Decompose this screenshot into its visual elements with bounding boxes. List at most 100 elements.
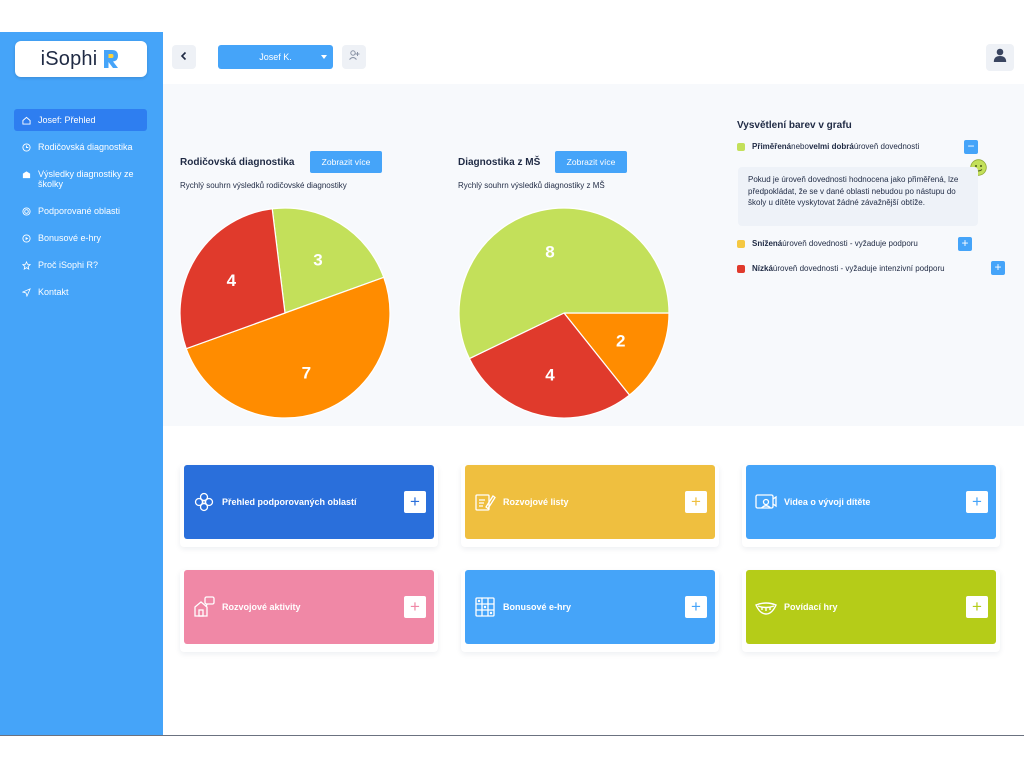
parent-diagnostics-subtitle: Rychlý souhrn výsledků rodičovské diagno… — [180, 181, 347, 190]
logo-text: iSophi — [40, 47, 98, 70]
play-icon — [22, 233, 31, 243]
send-icon — [22, 287, 31, 297]
video-icon — [754, 490, 778, 514]
legend-adequate-mid: nebo — [791, 142, 809, 151]
sidebar-item-label: Proč iSophi R? — [38, 260, 99, 270]
parent-diagnostics-title: Rodičovská diagnostika — [180, 157, 295, 168]
legend-row-reduced: Snížená úroveň dovednosti - vyžaduje pod… — [737, 239, 918, 248]
tile-supported-areas[interactable]: Přehled podporovaných oblastí + — [184, 465, 434, 539]
school-icon — [22, 170, 31, 179]
legend-adequate-label: Přiměřená — [752, 142, 792, 151]
pie-value-label: 2 — [616, 331, 625, 350]
pie-value-label: 4 — [545, 365, 555, 384]
pie-slice-nízká[interactable] — [179, 208, 286, 350]
user-menu-button[interactable] — [986, 44, 1014, 71]
mouth-icon — [754, 595, 778, 619]
plus-icon[interactable]: + — [404, 491, 426, 513]
dashboard-panel: Rodičovská diagnostika Zobrazit více Ryc… — [163, 84, 1024, 426]
window-bottom-edge — [0, 735, 1024, 736]
sidebar-nav: Josef: Přehled Rodičovská diagnostika Vý… — [14, 109, 147, 308]
tile-card-bonus-games: Bonusové e-hry + — [461, 570, 719, 652]
sidebar-item-bonus-games[interactable]: Bonusové e-hry — [14, 227, 147, 249]
sidebar-item-overview[interactable]: Josef: Přehled — [14, 109, 147, 131]
tile-activities[interactable]: Rozvojové aktivity + — [184, 570, 434, 644]
legend-dot-red — [737, 264, 745, 273]
plus-icon[interactable]: + — [966, 491, 988, 513]
tile-card-videos: Videa o vývoji dítěte + — [742, 465, 1000, 547]
tile-speech-games[interactable]: Povídací hry + — [746, 570, 996, 644]
sidebar-item-school-results[interactable]: Výsledky diagnostiky ze školky — [14, 163, 147, 195]
pie-slice-přiměřená[interactable] — [458, 207, 670, 360]
tile-label: Rozvojové aktivity — [222, 602, 301, 612]
sidebar-item-label: Rodičovská diagnostika — [38, 142, 133, 152]
pie-value-label: 8 — [545, 243, 554, 262]
clock-icon — [22, 142, 31, 152]
legend-low-label: Nízká — [752, 264, 773, 273]
legend-title: Vysvětlení barev v grafu — [737, 120, 852, 131]
tile-worksheets[interactable]: Rozvojové listy + — [465, 465, 715, 539]
legend-expand-reduced-button[interactable]: + — [958, 237, 972, 251]
user-icon — [992, 47, 1008, 68]
sidebar-item-label: Bonusové e-hry — [38, 233, 102, 243]
child-select[interactable]: Josef K. — [218, 45, 333, 69]
worksheet-icon — [473, 490, 497, 514]
pie-value-label: 3 — [313, 250, 322, 269]
school-diagnostics-subtitle: Rychlý souhrn výsledků diagnostiky z MŠ — [458, 181, 605, 190]
star-icon — [22, 260, 31, 270]
logo-mark-icon — [101, 48, 121, 70]
pie-svg: 2 4 8 — [458, 207, 670, 419]
back-button[interactable] — [172, 45, 196, 69]
parent-pie-chart: 3 7 4 — [179, 207, 391, 419]
sidebar-item-label: Podporované oblasti — [38, 206, 121, 216]
pie-value-label: 4 — [227, 271, 237, 290]
target-icon — [22, 206, 31, 216]
legend-reduced-label: Snížená — [752, 239, 783, 248]
pie-slice-nízká[interactable] — [468, 312, 631, 419]
tile-card-supported-areas: Přehled podporovaných oblastí + — [180, 465, 438, 547]
school-show-more-button[interactable]: Zobrazit více — [555, 151, 627, 173]
add-child-button[interactable] — [342, 45, 366, 69]
logo[interactable]: iSophi — [15, 41, 147, 77]
legend-low-rest: úroveň dovednosti - vyžaduje intenzivní … — [772, 264, 945, 273]
home-icon — [22, 116, 31, 125]
flower-icon — [192, 490, 216, 514]
tile-card-speech-games: Povídací hry + — [742, 570, 1000, 652]
tile-videos[interactable]: Videa o vývoji dítěte + — [746, 465, 996, 539]
legend-dot-green — [737, 142, 745, 151]
chevron-left-icon — [179, 48, 189, 66]
legend-adequate-bold2: velmi dobrá — [808, 142, 854, 151]
pie-value-label: 7 — [302, 363, 311, 382]
pie-slice-snížená[interactable] — [185, 276, 391, 419]
tile-card-worksheets: Rozvojové listy + — [461, 465, 719, 547]
app-frame: iSophi Josef: Přehled Rodičovská diagnos… — [0, 32, 1024, 736]
legend-row-low: Nízká úroveň dovednosti - vyžaduje inten… — [737, 264, 945, 273]
plus-icon[interactable]: + — [966, 596, 988, 618]
house-activity-icon — [192, 595, 216, 619]
tile-label: Bonusové e-hry — [503, 602, 572, 612]
pie-slice-přiměřená[interactable] — [271, 207, 385, 314]
legend-row-adequate: Přiměřená nebo velmi dobrá úroveň dovedn… — [737, 142, 919, 151]
sidebar-item-label: Kontakt — [38, 287, 69, 297]
tile-label: Přehled podporovaných oblastí — [222, 497, 357, 507]
sidebar-item-why[interactable]: Proč iSophi R? — [14, 254, 147, 276]
tile-label: Povídací hry — [784, 602, 838, 612]
tile-bonus-games[interactable]: Bonusové e-hry + — [465, 570, 715, 644]
legend-collapse-button[interactable]: − — [964, 140, 978, 154]
sidebar-item-contact[interactable]: Kontakt — [14, 281, 147, 303]
pie-svg: 3 7 4 — [179, 207, 391, 419]
tile-label: Videa o vývoji dítěte — [784, 497, 871, 507]
tile-card-activities: Rozvojové aktivity + — [180, 570, 438, 652]
legend-expand-low-button[interactable]: + — [991, 261, 1005, 275]
plus-icon[interactable]: + — [685, 491, 707, 513]
legend-description: Pokud je úroveň dovednosti hodnocena jak… — [738, 167, 978, 226]
plus-icon[interactable]: + — [404, 596, 426, 618]
sidebar-item-parent-diagnostics[interactable]: Rodičovská diagnostika — [14, 136, 147, 158]
legend-dot-yellow — [737, 239, 745, 248]
parent-show-more-button[interactable]: Zobrazit více — [310, 151, 382, 173]
caret-down-icon — [321, 55, 327, 59]
legend-reduced-rest: úroveň dovednosti - vyžaduje podporu — [782, 239, 918, 248]
plus-icon[interactable]: + — [685, 596, 707, 618]
pie-slice-snížená[interactable] — [562, 312, 670, 396]
sidebar-item-supported-areas[interactable]: Podporované oblasti — [14, 200, 147, 222]
sidebar-item-label: Josef: Přehled — [38, 115, 96, 125]
